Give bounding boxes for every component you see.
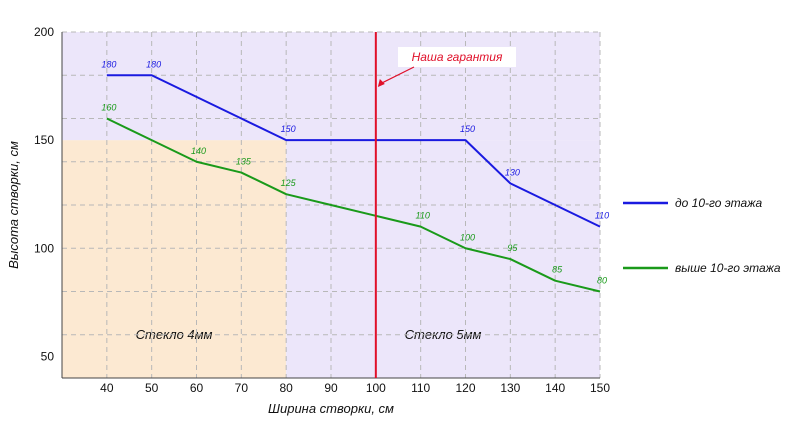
data-label-0-150: 110 <box>595 211 609 221</box>
y-tick-150: 150 <box>34 133 54 147</box>
y-tick-200: 200 <box>34 25 54 39</box>
guarantee-arrow <box>379 66 415 85</box>
y-tick-50: 50 <box>41 349 55 363</box>
data-label-0-120: 150 <box>460 124 475 134</box>
legend-label-1: выше 10-го этажа <box>675 261 781 275</box>
data-label-0-130: 130 <box>505 167 520 177</box>
data-label-1-140: 85 <box>552 265 563 275</box>
data-label-0-80: 150 <box>281 124 296 134</box>
data-label-0-50: 180 <box>146 59 161 69</box>
data-label-1-70: 135 <box>236 157 252 167</box>
data-label-0-40: 180 <box>101 59 116 69</box>
data-label-1-110: 110 <box>415 211 429 221</box>
x-tick-120: 120 <box>455 381 475 395</box>
x-tick-100: 100 <box>366 381 386 395</box>
region-0 <box>62 140 287 378</box>
x-tick-60: 60 <box>190 381 204 395</box>
x-axis-title: Ширина створки, см <box>268 401 394 416</box>
guarantee-arrow-head <box>377 79 385 87</box>
region-1 <box>286 140 600 378</box>
chart-series <box>106 74 601 293</box>
data-label-1-120: 100 <box>460 232 475 242</box>
x-tick-90: 90 <box>324 381 338 395</box>
x-tick-50: 50 <box>145 381 159 395</box>
x-tick-130: 130 <box>500 381 520 395</box>
series-line-0 <box>106 74 601 228</box>
data-label-1-130: 95 <box>507 243 518 253</box>
data-label-1-150: 80 <box>597 276 607 286</box>
data-label-1-60: 140 <box>191 146 206 156</box>
guarantee-label-box <box>398 47 516 67</box>
chart-legend: до 10-го этажа выше 10-го этажа <box>623 196 781 275</box>
y-axis-title: Высота створки, см <box>6 141 21 269</box>
data-label-1-80: 125 <box>281 178 297 188</box>
x-tick-140: 140 <box>545 381 565 395</box>
guarantee-marker: Наша гарантия <box>374 32 516 378</box>
x-tick-70: 70 <box>235 381 249 395</box>
x-tick-110: 110 <box>411 381 430 395</box>
x-tick-150: 150 <box>590 381 610 395</box>
x-tick-80: 80 <box>279 381 293 395</box>
x-tick-40: 40 <box>100 381 114 395</box>
series-line-1 <box>106 117 601 293</box>
y-tick-100: 100 <box>34 241 54 255</box>
chart-data-labels: 180 180 150 150 130 110 160 140 135 125 110 100 95 85… <box>101 59 609 285</box>
guarantee-label: Наша гарантия <box>412 50 503 64</box>
data-label-1-40: 160 <box>101 103 116 113</box>
chart-axes: 40 50 60 70 80 90 100 110 120 130 140 150 50 100 150 20… <box>34 25 610 395</box>
legend-label-0: до 10-го этажа <box>675 196 762 210</box>
